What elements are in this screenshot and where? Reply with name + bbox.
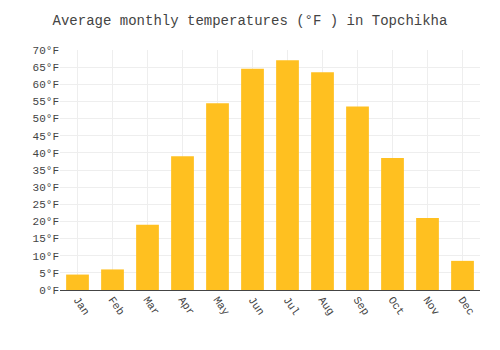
svg-text:Jul: Jul bbox=[281, 294, 302, 317]
svg-text:Mar: Mar bbox=[141, 294, 162, 317]
svg-text:Apr: Apr bbox=[176, 294, 197, 317]
svg-text:Aug: Aug bbox=[316, 294, 337, 317]
svg-text:Average monthly temperatures (: Average monthly temperatures (°F ) in To… bbox=[53, 13, 448, 29]
svg-text:Feb: Feb bbox=[106, 294, 127, 317]
svg-text:35°F: 35°F bbox=[33, 165, 59, 177]
svg-text:Sep: Sep bbox=[351, 294, 372, 317]
svg-text:50°F: 50°F bbox=[33, 113, 59, 125]
svg-text:Nov: Nov bbox=[421, 294, 442, 317]
svg-text:70°F: 70°F bbox=[33, 45, 59, 57]
svg-text:30°F: 30°F bbox=[33, 182, 59, 194]
svg-text:40°F: 40°F bbox=[33, 148, 59, 160]
svg-text:45°F: 45°F bbox=[33, 131, 59, 143]
svg-text:Jun: Jun bbox=[246, 294, 267, 317]
svg-text:60°F: 60°F bbox=[33, 79, 59, 91]
svg-text:10°F: 10°F bbox=[33, 251, 59, 263]
svg-text:Dec: Dec bbox=[456, 294, 477, 317]
svg-text:May: May bbox=[211, 294, 232, 317]
svg-text:Jan: Jan bbox=[71, 294, 92, 317]
svg-text:15°F: 15°F bbox=[33, 233, 59, 245]
svg-text:55°F: 55°F bbox=[33, 96, 59, 108]
svg-text:20°F: 20°F bbox=[33, 216, 59, 228]
svg-text:Oct: Oct bbox=[386, 294, 407, 317]
svg-text:5°F: 5°F bbox=[39, 268, 59, 280]
svg-text:65°F: 65°F bbox=[33, 62, 59, 74]
svg-text:25°F: 25°F bbox=[33, 199, 59, 211]
svg-text:0°F: 0°F bbox=[39, 285, 59, 297]
